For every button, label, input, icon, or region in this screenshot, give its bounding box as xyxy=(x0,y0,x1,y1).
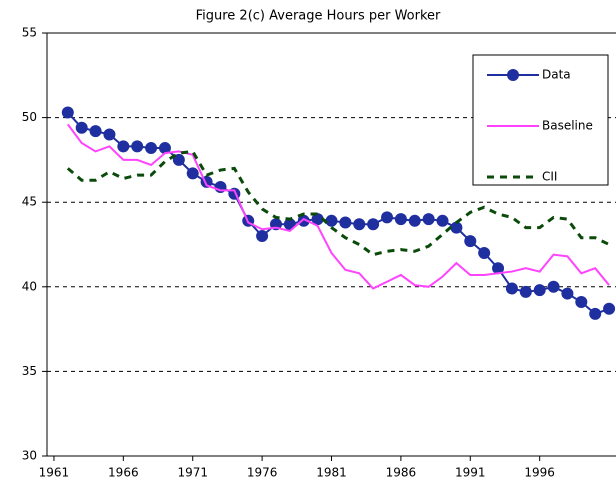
data-point xyxy=(533,284,546,297)
data-point xyxy=(131,140,144,153)
data-point xyxy=(450,221,463,234)
y-tick-label: 55 xyxy=(22,26,37,40)
legend-box xyxy=(472,54,609,186)
series-line xyxy=(66,149,610,257)
data-point xyxy=(339,216,352,229)
y-tick-label: 50 xyxy=(22,110,37,124)
x-tick-label: 1986 xyxy=(386,466,417,480)
data-point xyxy=(422,213,435,226)
legend-label: Baseline xyxy=(542,119,593,133)
data-point xyxy=(89,125,102,138)
data-point xyxy=(519,285,532,298)
data-point xyxy=(394,213,407,226)
data-point xyxy=(61,106,74,119)
x-tick-label: 1971 xyxy=(177,466,208,480)
y-tick-label: 45 xyxy=(22,195,37,209)
data-point xyxy=(117,140,130,153)
x-tick-label: 1981 xyxy=(316,466,347,480)
data-point xyxy=(575,296,588,309)
data-point xyxy=(256,230,269,243)
y-tick-label: 35 xyxy=(22,364,37,378)
series-line xyxy=(67,123,610,290)
legend-label: CII xyxy=(542,170,557,184)
data-point xyxy=(381,211,394,224)
data-point xyxy=(464,235,477,248)
data-point xyxy=(353,218,366,231)
data-point xyxy=(561,287,574,300)
data-point xyxy=(547,280,560,293)
data-point xyxy=(589,307,602,320)
data-point xyxy=(145,142,158,155)
data-point xyxy=(172,153,185,166)
x-tick-label: 1961 xyxy=(39,466,70,480)
data-point xyxy=(103,128,116,141)
y-tick-label: 40 xyxy=(22,279,37,293)
series-line xyxy=(67,111,610,316)
data-point xyxy=(505,282,518,295)
data-point xyxy=(325,214,338,227)
x-tick-label: 1966 xyxy=(108,466,139,480)
data-point xyxy=(75,121,88,134)
data-point xyxy=(492,262,505,275)
x-tick-label: 1996 xyxy=(524,466,555,480)
data-point xyxy=(311,213,324,226)
y-tick-label: 30 xyxy=(22,449,37,463)
x-tick-label: 1991 xyxy=(455,466,486,480)
x-tick-label: 1976 xyxy=(247,466,278,480)
data-point xyxy=(408,214,421,227)
legend-label: Data xyxy=(542,68,571,82)
data-point xyxy=(186,167,199,180)
legend-marker xyxy=(507,69,519,81)
chart-title: Figure 2(c) Average Hours per Worker xyxy=(196,9,441,24)
data-point xyxy=(367,218,380,231)
data-point xyxy=(603,302,616,315)
data-point xyxy=(297,214,310,227)
data-point xyxy=(158,142,171,155)
data-point xyxy=(436,214,449,227)
data-point xyxy=(478,246,491,259)
